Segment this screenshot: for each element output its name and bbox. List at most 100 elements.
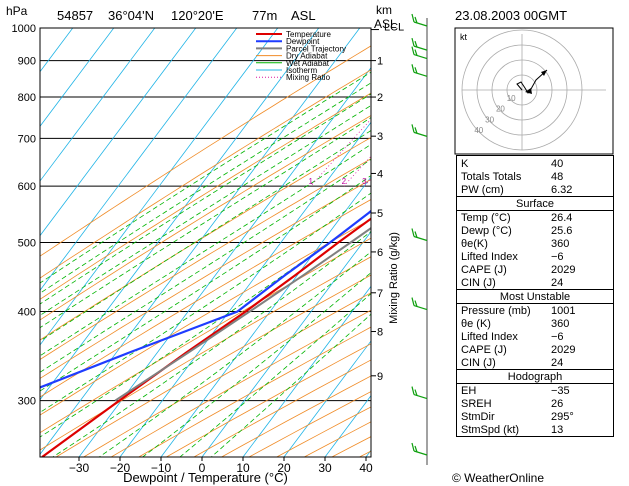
- parameter-label: SREH: [461, 398, 492, 410]
- isotherm-line: [40, 28, 197, 237]
- wet-adiabat-line: [40, 143, 371, 357]
- x-tick-label: 20: [277, 461, 291, 475]
- pressure-tick-label: 1000: [12, 23, 36, 35]
- km-tick-label: 2: [377, 92, 383, 104]
- parameter-label: Lifted Index: [461, 331, 518, 343]
- pressure-tick-label: 400: [18, 307, 36, 319]
- wet-adiabat-line: [142, 272, 371, 457]
- parameter-label: StmSpd (kt): [461, 424, 520, 436]
- parameter-value: 25.6: [551, 225, 573, 237]
- station-elev: 77m: [252, 8, 278, 23]
- isotherm-line: [283, 340, 371, 457]
- dry-adiabat-line: [40, 158, 371, 360]
- storm-motion-marker: [525, 88, 532, 94]
- parameter-row: K 40: [457, 156, 614, 171]
- parameter-row: StmSpd (kt) 13: [457, 423, 614, 437]
- legend-label: Dry Adiabat: [286, 52, 328, 61]
- parameter-row: θe (K) 360: [457, 317, 614, 330]
- parameter-label: Lifted Index: [461, 251, 518, 263]
- parameter-row: Totals Totals 48: [457, 170, 614, 183]
- wind-barb: [411, 124, 428, 137]
- legend-label: Temperature: [286, 30, 331, 39]
- parameter-row: PW (cm) 6.32: [457, 183, 614, 197]
- wind-barb: [411, 228, 428, 242]
- isotherm-line: [40, 28, 361, 455]
- hodograph-ring-label: 40: [474, 126, 483, 135]
- parameter-row: CIN (J) 24: [457, 276, 614, 290]
- parameter-row: Temp (°C) 26.4: [457, 211, 614, 225]
- mixing-ratio-label: 10: [426, 177, 435, 186]
- isotherm-line: [40, 28, 156, 182]
- legend-label: Dewpoint: [286, 37, 320, 46]
- km-label: km: [376, 3, 392, 17]
- parameter-value: −6: [551, 251, 564, 263]
- dry-adiabat-line: [40, 237, 371, 434]
- isotherm-line: [40, 28, 115, 127]
- x-tick-label: −20: [110, 461, 131, 475]
- station-id: 54857: [57, 8, 94, 23]
- parameter-section-row: Surface: [456, 196, 614, 211]
- parcel-trajectory: [114, 226, 371, 402]
- parameter-label: Dewp (°C): [461, 225, 512, 237]
- wet-adiabat-line: [179, 293, 371, 457]
- hodograph-ring-label: 10: [507, 94, 516, 103]
- parameter-value: 26: [551, 398, 564, 410]
- mixing-ratio-label: 2: [342, 177, 347, 186]
- hodograph-ring-label: 20: [496, 105, 505, 114]
- wind-barb: [411, 442, 428, 456]
- parameter-value: 40: [551, 158, 564, 170]
- station-asl: ASL: [291, 8, 316, 23]
- hpa-label: hPa: [6, 4, 28, 18]
- x-tick-label: −30: [69, 461, 90, 475]
- isotherm-line: [40, 28, 279, 346]
- parameter-label: StmDir: [461, 411, 495, 423]
- hodograph-unit-label: kt: [460, 32, 468, 42]
- parameter-label: θe(K): [461, 238, 488, 250]
- parameter-row: SREH 26: [457, 397, 614, 410]
- parameter-value: 2029: [551, 264, 576, 276]
- x-tick-label: −10: [151, 461, 172, 475]
- wind-barb: [411, 297, 428, 311]
- hodograph-arrowhead: [541, 70, 547, 76]
- wet-adiabat-line: [210, 313, 371, 457]
- parameter-value: −35: [551, 385, 570, 397]
- parameter-label: CIN (J): [461, 277, 496, 289]
- wet-adiabat-line: [40, 211, 371, 438]
- mixing-ratio-label: 8: [416, 177, 421, 186]
- x-tick-label: 30: [318, 461, 332, 475]
- parameter-row: CAPE (J) 2029: [457, 263, 614, 276]
- parameter-value: 26.4: [551, 212, 573, 224]
- dry-adiabat-line: [40, 69, 371, 279]
- wet-adiabat-line: [52, 230, 371, 457]
- parameter-row: StmDir 295°: [457, 410, 614, 423]
- parameter-value: 13: [551, 424, 564, 436]
- parameter-label: Totals Totals: [461, 171, 522, 183]
- km-tick-label: 6: [377, 247, 383, 259]
- parameter-label: K: [461, 158, 469, 170]
- parameter-value: 6.32: [551, 184, 573, 196]
- wet-adiabat-line: [40, 93, 371, 305]
- plot-frame: [39, 27, 372, 458]
- dry-adiabat-line: [40, 218, 371, 416]
- wind-barb: [411, 13, 428, 27]
- legend-label: Mixing Ratio: [286, 73, 331, 82]
- pressure-tick-label: 300: [18, 396, 36, 408]
- wet-adiabat-line: [40, 192, 371, 413]
- km-tick-label: 5: [377, 208, 383, 220]
- station-lat: 36°04'N: [108, 8, 154, 23]
- dry-adiabat-line: [110, 309, 371, 457]
- lcl-label: LCL: [384, 22, 404, 34]
- parameter-label: CAPE (J): [461, 344, 507, 356]
- wind-barb: [411, 46, 428, 60]
- datetime: 23.08.2003 00GMT: [455, 8, 568, 23]
- dry-adiabat-line: [40, 45, 371, 257]
- mixing-ratio-axis-title: Mixing Ratio (g/kg): [388, 232, 400, 324]
- km-tick-label: 4: [377, 168, 383, 180]
- parameter-label: Pressure (mb): [461, 305, 531, 317]
- x-tick-label: 0: [199, 461, 206, 475]
- wet-adiabat-line: [40, 71, 371, 284]
- x-axis-title: Dewpoint / Temperature (°C): [123, 470, 288, 485]
- parameter-section-title: Most Unstable: [456, 289, 614, 304]
- wind-barb: [411, 37, 428, 51]
